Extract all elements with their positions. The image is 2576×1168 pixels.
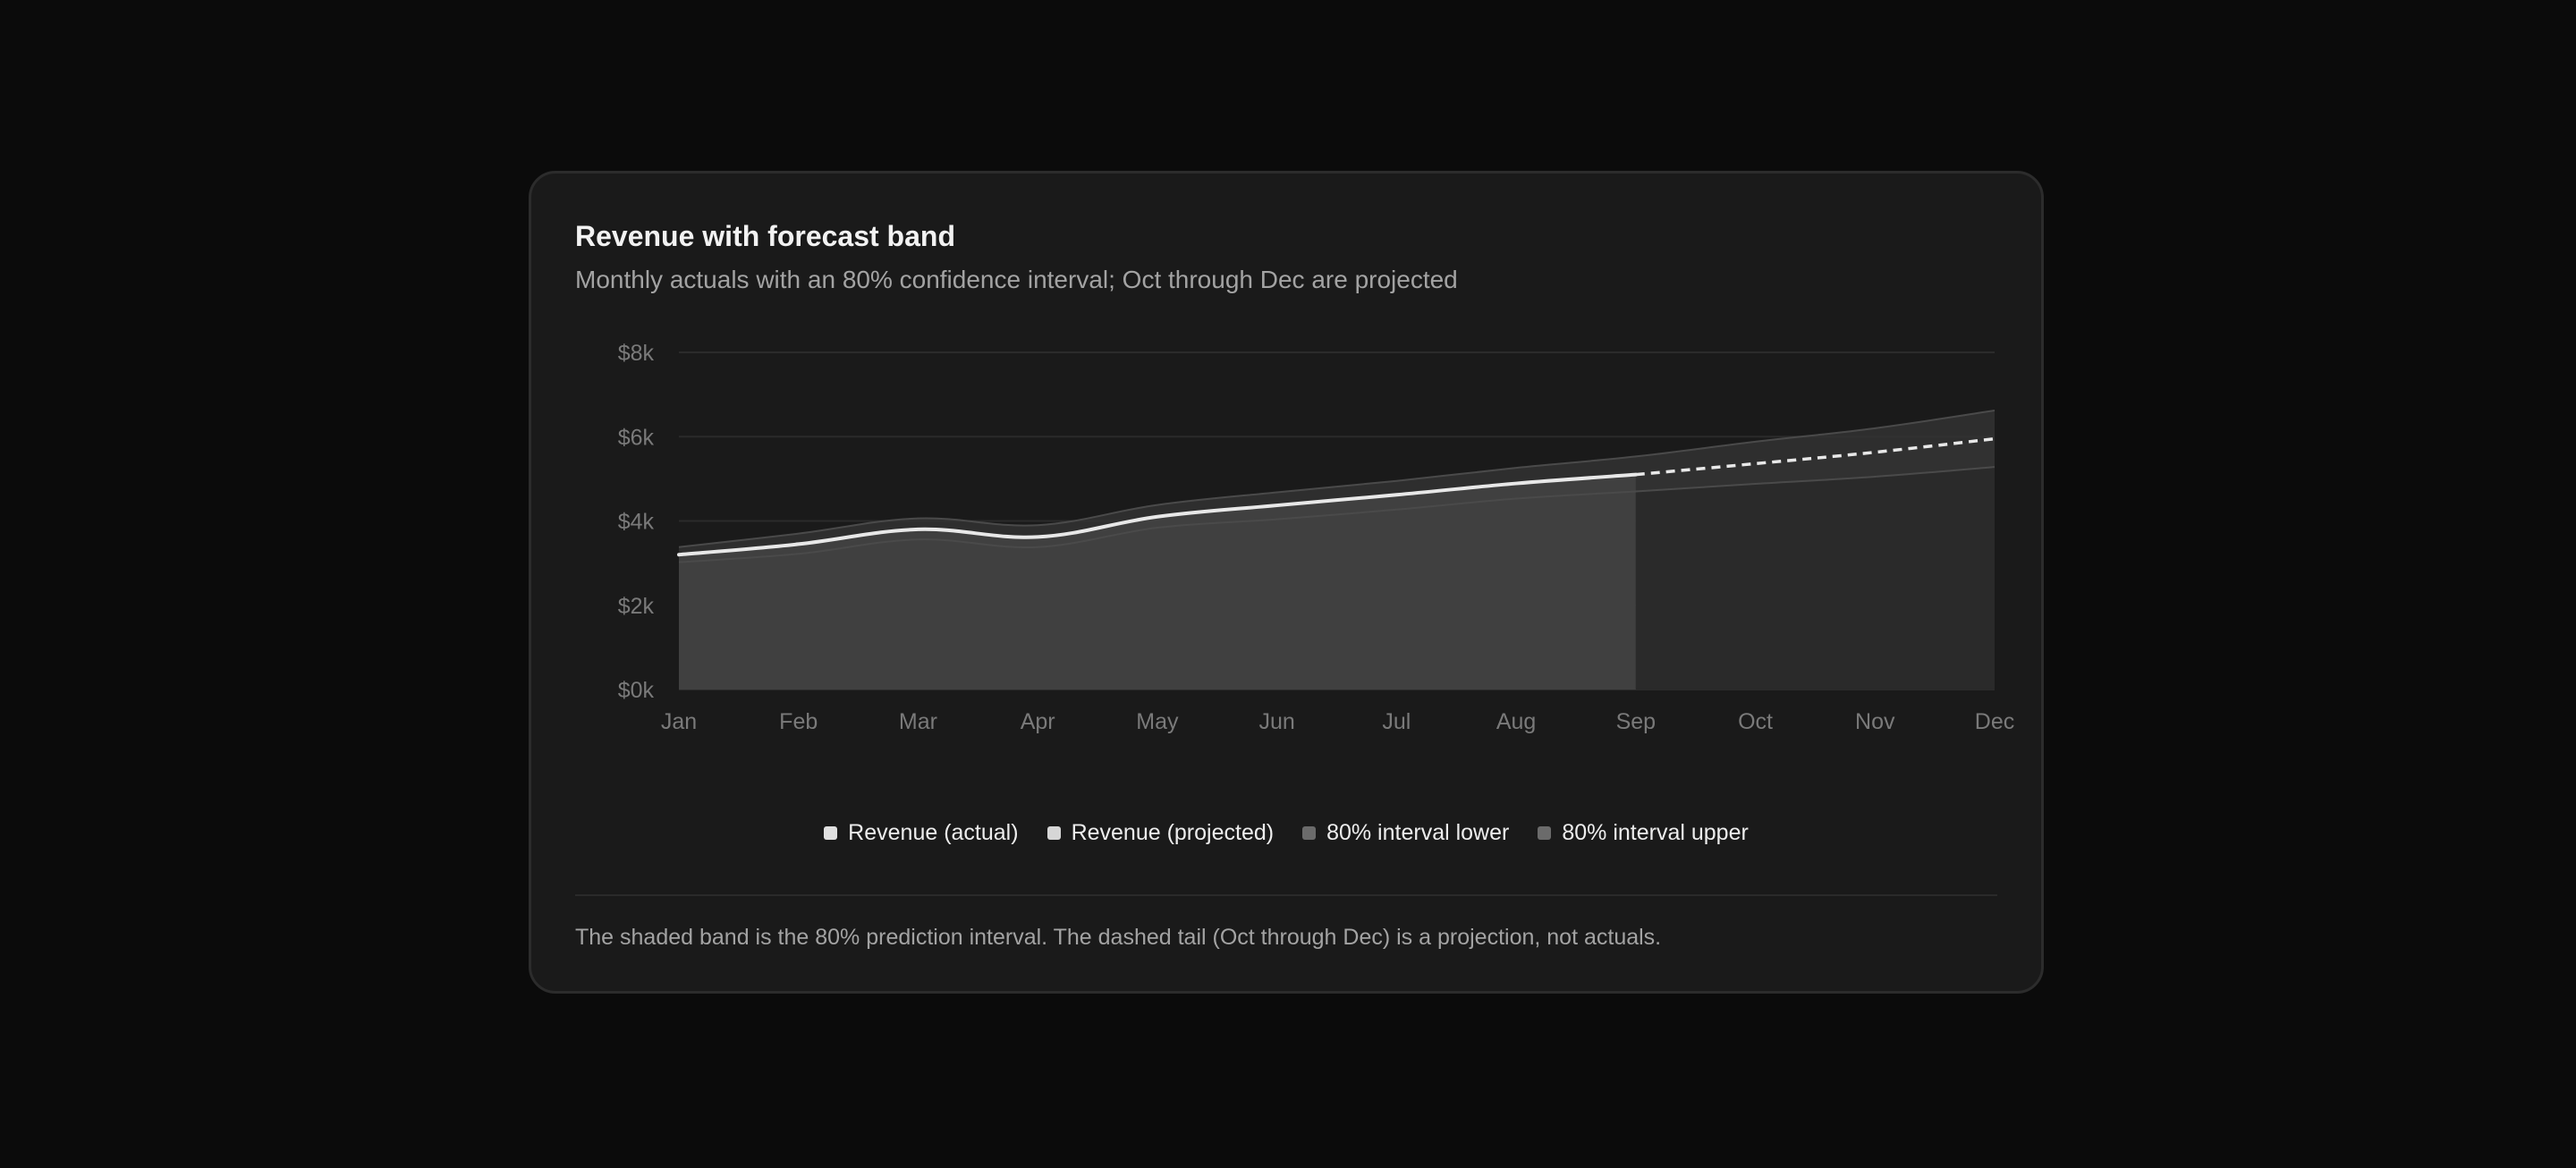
chart-legend: Revenue (actual) Revenue (projected) 80%…	[531, 820, 2041, 846]
projected-area	[1635, 438, 1995, 690]
x-tick-label: Jul	[1382, 709, 1411, 734]
x-tick-label: Aug	[1496, 709, 1536, 734]
chart-subtitle: Monthly actuals with an 80% confidence i…	[575, 266, 1458, 293]
y-tick-label: $4k	[618, 510, 655, 535]
x-tick-label: Nov	[1855, 709, 1895, 734]
y-tick-label: $2k	[618, 594, 655, 619]
legend-label-lower: 80% interval lower	[1326, 820, 1510, 845]
chart-plot: $0k $2k $4k $6k $8k Jan Feb Mar Apr May Jun Jul Aug S…	[618, 341, 2015, 734]
legend-swatch-actual	[824, 826, 838, 840]
actual-area	[679, 474, 1636, 690]
legend-label-upper: 80% interval upper	[1562, 820, 1749, 845]
y-tick-label: $0k	[618, 678, 655, 703]
interval-lower-line	[678, 466, 1996, 563]
legend-swatch-upper	[1538, 826, 1552, 840]
legend-label-actual: Revenue (actual)	[848, 820, 1019, 845]
x-tick-label: Sep	[1616, 709, 1656, 734]
chart-footnote: The shaded band is the 80% prediction in…	[575, 925, 1662, 950]
x-tick-label: Apr	[1021, 709, 1055, 734]
chart-card: Revenue with forecast band Monthly actua…	[529, 171, 2044, 994]
x-tick-label: May	[1136, 709, 1179, 734]
legend-swatch-lower	[1302, 826, 1317, 840]
x-tick-label: Feb	[779, 709, 818, 734]
legend-item-lower[interactable]: 80% interval lower	[1302, 820, 1509, 846]
x-tick-label: Mar	[899, 709, 937, 734]
chart-title: Revenue with forecast band	[575, 220, 955, 252]
projected-line	[1635, 436, 1996, 477]
y-tick-label: $6k	[618, 425, 655, 450]
y-tick-label: $8k	[618, 341, 655, 366]
legend-label-projected: Revenue (projected)	[1071, 820, 1275, 845]
interval-upper-line	[678, 410, 1996, 548]
actual-line	[677, 472, 1638, 557]
x-tick-label: Oct	[1738, 709, 1773, 734]
legend-swatch-projected	[1046, 826, 1061, 840]
x-tick-label: Jun	[1258, 709, 1294, 734]
x-tick-label: Jan	[661, 709, 697, 734]
legend-item-upper[interactable]: 80% interval upper	[1538, 820, 1749, 846]
legend-item-actual[interactable]: Revenue (actual)	[824, 820, 1019, 846]
footnote-divider	[575, 894, 1997, 896]
legend-item-projected[interactable]: Revenue (projected)	[1046, 820, 1275, 846]
x-tick-label: Dec	[1975, 709, 2014, 734]
